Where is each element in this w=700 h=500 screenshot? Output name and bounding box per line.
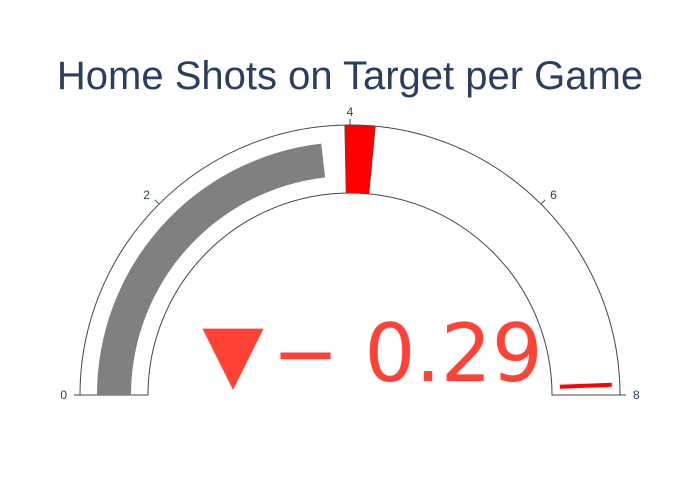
gauge-tick-mark [540, 199, 546, 205]
delta-down-icon: ▼ [202, 306, 264, 399]
gauge-step-band [344, 124, 376, 195]
gauge-threshold-line [559, 382, 612, 389]
gauge-tick-label: 6 [550, 188, 557, 202]
gauge-tick-label: 0 [60, 388, 67, 402]
gauge-axis-ticks: 0 2 4 6 8 [60, 105, 640, 402]
chart-title: Home Shots on Target per Game [57, 54, 643, 98]
gauge-tick-label: 8 [633, 388, 640, 402]
delta-value: − 0.29 [272, 307, 543, 400]
gauge-tick-mark [154, 199, 160, 205]
gauge-tick-label: 2 [143, 188, 150, 202]
delta-indicator: ▼ − 0.29 [202, 306, 542, 400]
gauge-tick-label: 4 [347, 105, 354, 119]
gauge-value-bar [97, 143, 326, 395]
gauge-steps [344, 124, 376, 195]
